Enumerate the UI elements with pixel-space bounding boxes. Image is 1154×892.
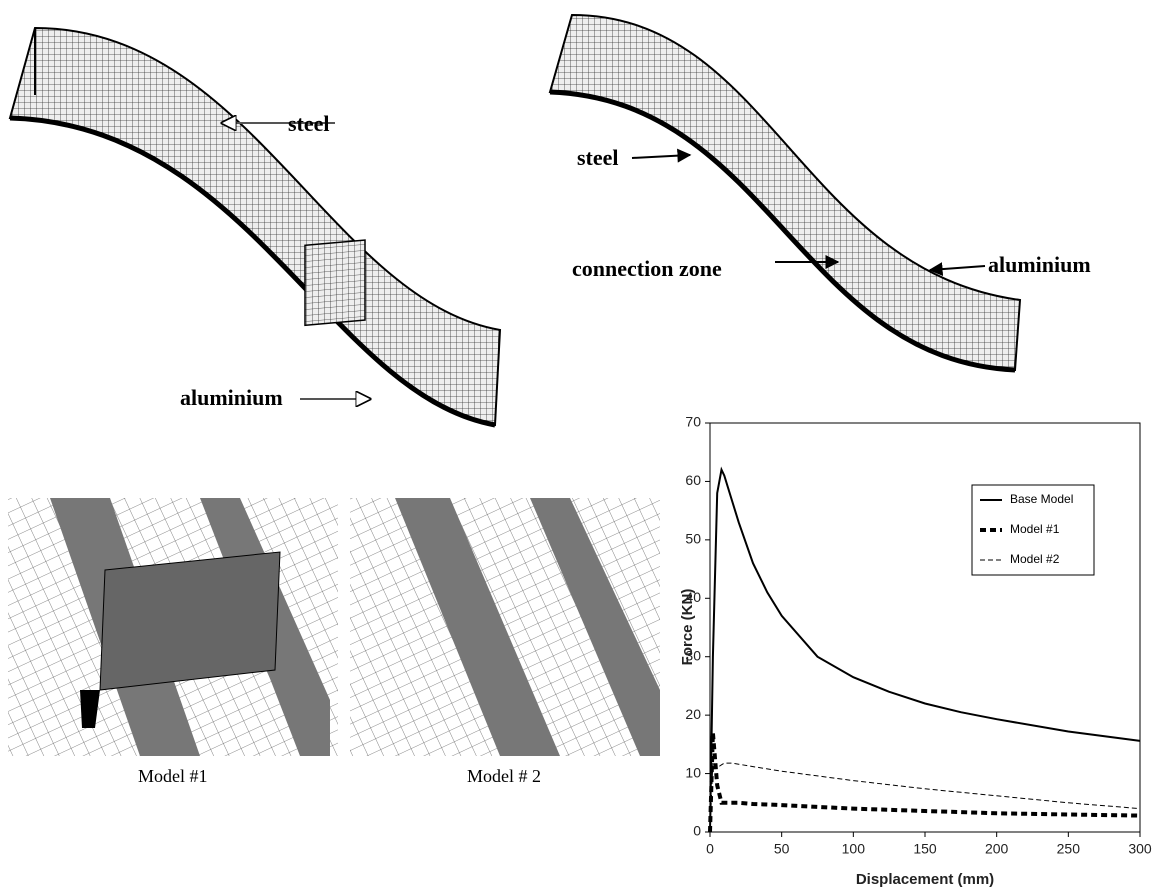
legend-label: Base Model (1010, 492, 1073, 506)
label: steel (288, 111, 330, 136)
y-tick-label: 10 (685, 764, 701, 780)
series-line (709, 760, 1141, 833)
legend-label: Model #1 (1010, 522, 1060, 536)
beam-model-1 (8, 26, 502, 428)
x-tick-label: 0 (706, 841, 714, 857)
y-axis-label: Force (KN) (679, 589, 696, 666)
x-tick-label: 300 (1128, 841, 1152, 857)
detail-model-1 (8, 498, 338, 756)
label: aluminium (988, 252, 1091, 277)
x-tick-label: 150 (913, 841, 937, 857)
y-tick-label: 60 (685, 472, 701, 488)
y-tick-label: 0 (693, 823, 701, 839)
label: aluminium (180, 385, 283, 410)
legend-label: Model #2 (1010, 552, 1060, 566)
y-tick-label: 70 (685, 414, 701, 430)
caption: Model # 2 (467, 766, 541, 786)
series-line (709, 466, 1141, 833)
beam-model-2 (548, 13, 1022, 373)
label: connection zone (572, 256, 722, 281)
y-tick-label: 20 (685, 706, 701, 722)
caption: Model #1 (138, 766, 208, 786)
x-tick-label: 250 (1057, 841, 1081, 857)
label: steel (577, 145, 619, 170)
series-line (708, 732, 1141, 833)
x-axis-label: Displacement (mm) (856, 871, 994, 888)
x-tick-label: 100 (842, 841, 866, 857)
x-tick-label: 200 (985, 841, 1009, 857)
y-tick-label: 50 (685, 531, 701, 547)
y-tick-label: 40 (685, 589, 701, 605)
detail-model-2 (350, 498, 660, 756)
plot-area (709, 422, 1141, 833)
y-tick-label: 30 (685, 647, 701, 663)
x-tick-label: 50 (774, 841, 790, 857)
